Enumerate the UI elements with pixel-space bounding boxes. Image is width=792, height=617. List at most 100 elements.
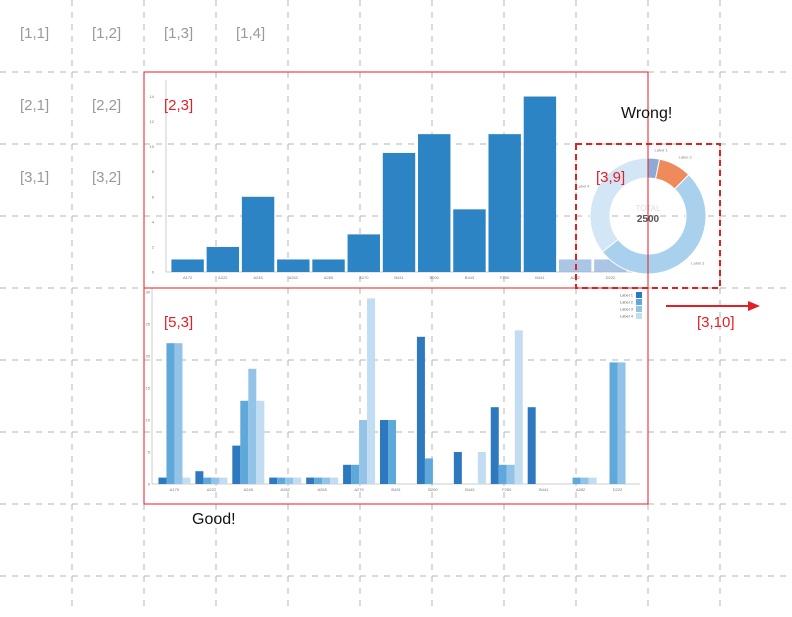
bottom-bar [314,477,323,484]
cell-label: [2,2] [92,97,122,114]
top-x-tick-label: D222 [606,275,616,280]
cell-label: [1,2] [92,25,122,42]
bottom-bar [380,420,388,484]
top-bar [488,134,521,272]
bottom-bar [506,464,515,484]
bottom-bar [453,452,462,484]
bottom-bar [293,477,302,484]
legend-label: Label 3 [620,307,634,312]
bottom-x-tick-label: A270 [354,487,364,492]
bottom-y-tick-label: 0 [148,482,151,487]
top-x-tick-label: A262 [289,275,299,280]
legend-label: Label 4 [620,314,634,319]
top-bar [206,246,240,272]
top-chart-label: [2,3] [164,97,194,114]
top-bar [382,152,416,272]
donut-slice-label: Label 3 [691,260,705,265]
cell-label: [3,2] [92,169,122,186]
top-bar [171,259,204,272]
top-y-tick-label: 14 [150,94,155,99]
donut-slice [601,174,707,275]
legend-swatch [636,299,642,305]
legend-label: Label 1 [620,293,634,298]
legend-swatch [636,313,642,319]
bottom-bar [195,471,204,484]
bottom-x-tick-label: B443 [465,487,475,492]
bottom-bar [285,477,294,484]
bottom-bar [477,452,486,484]
bottom-bar [498,464,507,484]
bottom-bar [182,477,191,484]
top-x-tick-label: A265 [324,275,334,280]
bottom-x-tick-label: A222 [207,487,217,492]
wrong-dashed-box [575,143,721,289]
cell-label: [1,4] [236,25,266,42]
arrow-label: [3,10] [697,314,735,331]
top-y-tick-label: 10 [150,144,155,149]
bottom-y-tick-label: 25 [146,322,151,327]
top-bar [523,96,557,273]
bottom-bar [248,368,257,484]
bottom-x-tick-label: D222 [613,487,623,492]
donut-label: [3,9] [596,169,626,186]
bottom-bar [588,477,597,484]
bottom-x-tick-label: F250 [502,487,512,492]
top-x-tick-label: A172 [183,275,193,280]
legend-swatch [636,306,642,312]
arrow-head [748,301,760,311]
bottom-y-tick-label: 30 [146,290,151,295]
bottom-grouped-bar-chart: A170 A222 A245 A262 A265 A270 B431 B200 B443 F250… [146,288,642,492]
bottom-x-tick-label: A282 [576,487,586,492]
top-y-tick-label: 8 [152,169,155,174]
bottom-bar [232,445,241,484]
bottom-bar [256,400,265,484]
bottom-bar [514,330,523,484]
bottom-x-tick-label: A245 [244,487,254,492]
top-x-tick-label: B443 [465,275,475,280]
bottom-bar [158,477,167,484]
top-bar-chart: A172 A222 A245 A262 A265 A270 B431 B200 B443 F250… [150,80,632,280]
bottom-bar [580,477,589,484]
top-x-tick-label: F250 [500,275,510,280]
top-bar [347,234,380,272]
top-y-tick-label: 4 [152,219,155,224]
bottom-x-tick-label: B200 [428,487,438,492]
bottom-y-tick-label: 5 [148,450,151,455]
bottom-x-tick-label: A265 [317,487,327,492]
bottom-bar [269,477,278,484]
top-y-tick-label: 6 [152,194,155,199]
bottom-bar [203,477,212,484]
bottom-bar [609,362,618,484]
legend-label: Label 2 [620,300,634,305]
donut-slice-label: Label 4 [576,184,590,189]
bottom-bar [359,420,368,484]
bottom-chart-label: [5,3] [164,314,194,331]
bottom-bar [219,477,228,484]
bottom-bar [416,336,425,484]
top-bar [418,134,451,272]
top-x-tick-label: A245 [253,275,263,280]
top-x-tick-label: A270 [359,275,369,280]
top-bar [277,259,310,272]
legend-swatch [636,292,642,298]
top-bar [241,196,275,272]
top-bar [312,259,345,272]
bottom-bar [174,343,183,484]
bottom-bar [211,477,220,484]
top-y-tick-label: 12 [150,119,155,124]
bottom-bar [322,477,331,484]
top-x-tick-label: B441 [535,275,545,280]
donut-slice-label: Label 2 [679,155,693,160]
bottom-bar [306,477,315,484]
cell-label: [2,1] [20,97,50,114]
bottom-x-tick-label: B441 [539,487,549,492]
cell-label: [1,1] [20,25,50,42]
good-note: Good! [192,511,236,528]
bottom-x-tick-label: A170 [170,487,180,492]
cell-label: [3,1] [20,169,50,186]
top-y-tick-label: 2 [152,244,155,249]
top-x-tick-label: B200 [430,275,440,280]
